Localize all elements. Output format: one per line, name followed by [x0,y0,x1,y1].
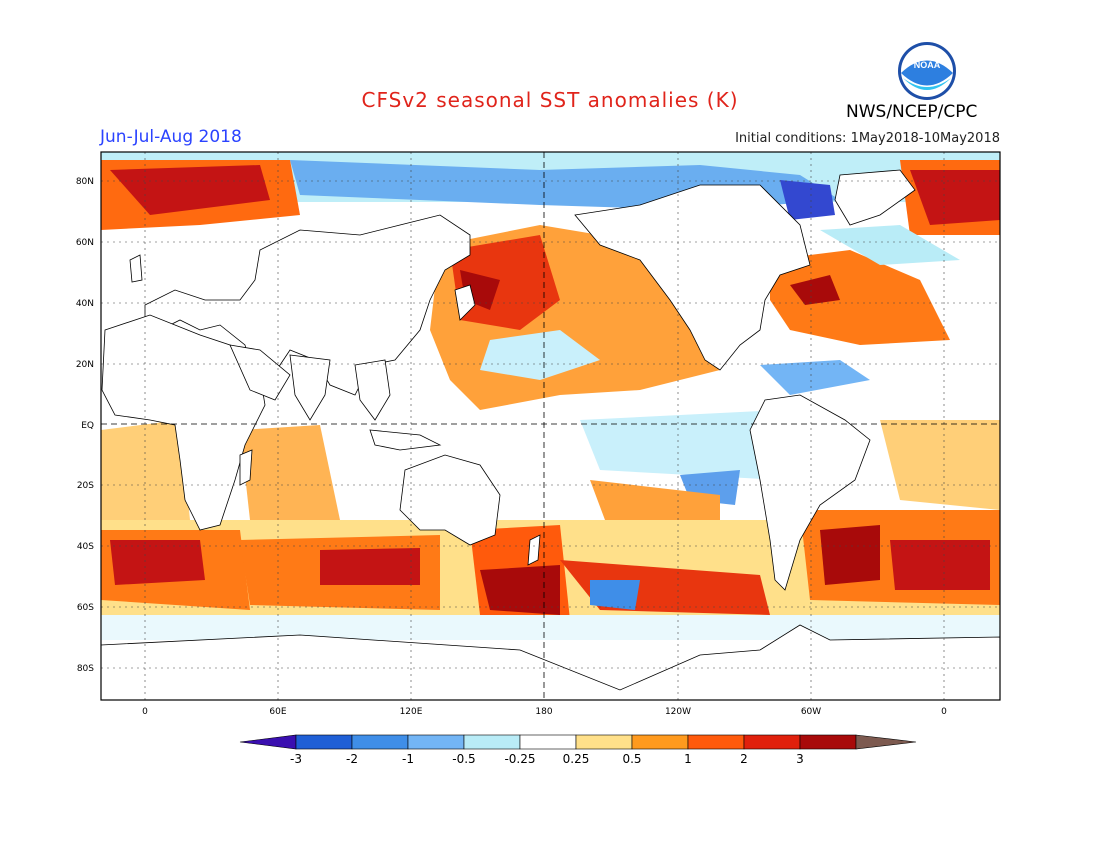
chart-title: CFSv2 seasonal SST anomalies (K) [361,88,739,112]
lon-tick: 0 [941,707,947,717]
color-bar-min-arrow [239,734,297,750]
lat-tick: 40N [76,299,94,309]
lat-tick: 20S [77,481,94,491]
latitude-ticks: 80N 60N 40N 20N EQ 20S 40S 60S 80S [76,177,94,674]
continents [100,169,1001,701]
lon-tick: 120E [400,707,423,717]
color-bar-box [743,734,801,750]
color-bar-box [519,734,577,750]
lat-tick: 60N [76,238,94,248]
color-bar-label: 2 [740,752,748,766]
color-bar-boxes [239,734,917,750]
agency-label: NWS/NCEP/CPC [846,102,978,122]
color-bar-label: -3 [290,752,302,766]
color-bar-box [295,734,353,750]
lon-tick: 60E [269,707,286,717]
color-bar-box [463,734,521,750]
lat-tick: 60S [77,603,94,613]
longitude-ticks: 0 60E 120E 180 120W 60W 0 [142,707,947,717]
color-bar-max-arrow [855,734,917,750]
color-bar-box [799,734,857,750]
color-bar-label: -0.5 [452,752,475,766]
lat-tick: 40S [77,542,94,552]
map-frame [100,151,1001,701]
color-bar-label: 0.5 [622,752,641,766]
equator-dateline [101,152,1000,700]
color-bar-label: 1 [684,752,692,766]
lon-tick: 120W [665,707,691,717]
lat-tick: 20N [76,360,94,370]
color-bar-label: -0.25 [504,752,535,766]
lat-tick: EQ [81,421,94,431]
color-bar-box [575,734,633,750]
noaa-logo: NOAA [896,40,958,106]
initial-conditions: Initial conditions: 1May2018-10May2018 [735,131,1000,146]
color-bar-box [631,734,689,750]
lon-tick: 180 [535,707,552,717]
graticule [101,152,1000,700]
color-bar-label: 0.25 [563,752,590,766]
forecast-period: Jun-Jul-Aug 2018 [100,127,242,147]
color-bar-label: 3 [796,752,804,766]
lon-tick: 0 [142,707,148,717]
logo-text: NOAA [914,60,941,70]
color-bar-labels: -3 -2 -1 -0.5 -0.25 0.25 0.5 1 2 3 [290,752,804,766]
lon-tick: 60W [801,707,821,717]
color-bar-label: -2 [346,752,358,766]
color-bar-label: -1 [402,752,414,766]
color-bar-box [407,734,465,750]
color-bar-box [351,734,409,750]
lat-tick: 80S [77,664,94,674]
lat-tick: 80N [76,177,94,187]
color-bar-box [687,734,745,750]
